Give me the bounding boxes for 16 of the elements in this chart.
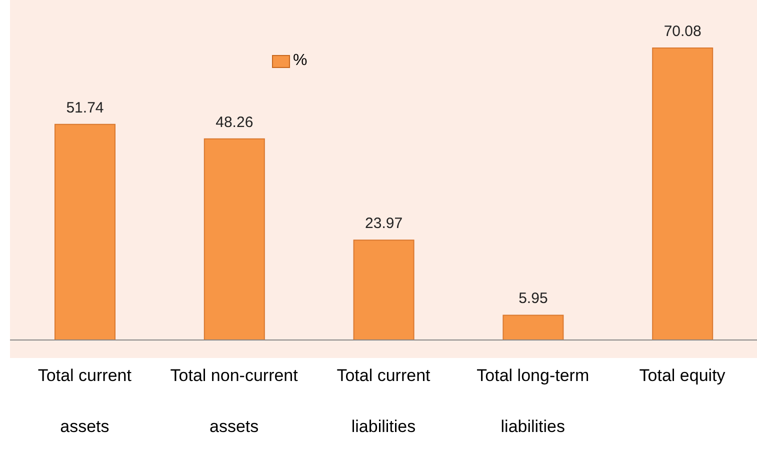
data-label: 5.95 — [518, 290, 548, 308]
data-label: 23.97 — [365, 215, 403, 232]
x-tick-label: Total equity — [639, 366, 726, 385]
category-label: Total current liabilities — [336, 366, 430, 436]
data-label: 70.08 — [664, 23, 702, 40]
bar — [54, 124, 116, 340]
category-label: Total long-term liabilities — [476, 366, 590, 436]
category-label: Total current assets — [38, 366, 132, 436]
bar — [204, 138, 265, 340]
data-label: 51.74 — [66, 99, 104, 116]
legend-label: % — [292, 52, 308, 70]
data-label: 48.26 — [216, 114, 254, 131]
bar — [502, 314, 564, 340]
bar — [353, 240, 414, 340]
bar — [652, 48, 714, 340]
category-label: Total non-current assets — [170, 366, 298, 436]
